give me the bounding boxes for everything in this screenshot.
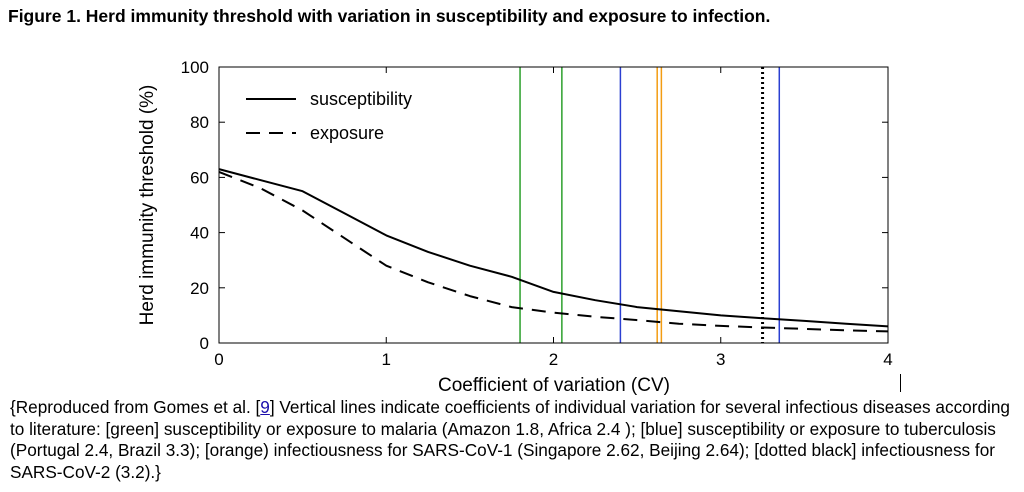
text-cursor-mark <box>900 374 901 392</box>
legend: susceptibility exposure <box>246 89 412 143</box>
caption-text-rest: ] Vertical lines indicate coefficients o… <box>10 397 1010 482</box>
vertical-lines <box>519 67 781 343</box>
legend-label-exposure: exposure <box>310 123 384 143</box>
x-tick-label-4: 4 <box>883 350 892 369</box>
caption-text-start: {Reproduced from Gomes et al. [ <box>10 397 261 417</box>
x-axis-label: Coefficient of variation (CV) <box>438 375 670 396</box>
y-tick-label-0: 0 <box>200 334 209 353</box>
y-tick-label-1: 20 <box>190 279 209 298</box>
y-tick-label-3: 60 <box>190 168 209 187</box>
x-tick-label-0: 0 <box>214 350 223 369</box>
x-tick-label-2: 2 <box>549 350 558 369</box>
y-axis-label: Herd immunity threshold (%) <box>137 85 158 326</box>
figure-title: Figure 1. Herd immunity threshold with v… <box>8 6 771 26</box>
x-tick-label-3: 3 <box>716 350 725 369</box>
data-series <box>218 168 889 333</box>
x-tick-label-1: 1 <box>382 350 391 369</box>
figure-caption: {Reproduced from Gomes et al. [9] Vertic… <box>10 397 1010 483</box>
legend-label-susceptibility: susceptibility <box>310 89 412 109</box>
series-line-susceptibility <box>218 168 889 328</box>
y-tick-label-2: 40 <box>190 224 209 243</box>
reference-link[interactable]: 9 <box>260 397 270 417</box>
y-tick-label-5: 100 <box>181 58 209 77</box>
series-line-exposure <box>218 170 889 333</box>
y-tick-label-4: 80 <box>190 113 209 132</box>
